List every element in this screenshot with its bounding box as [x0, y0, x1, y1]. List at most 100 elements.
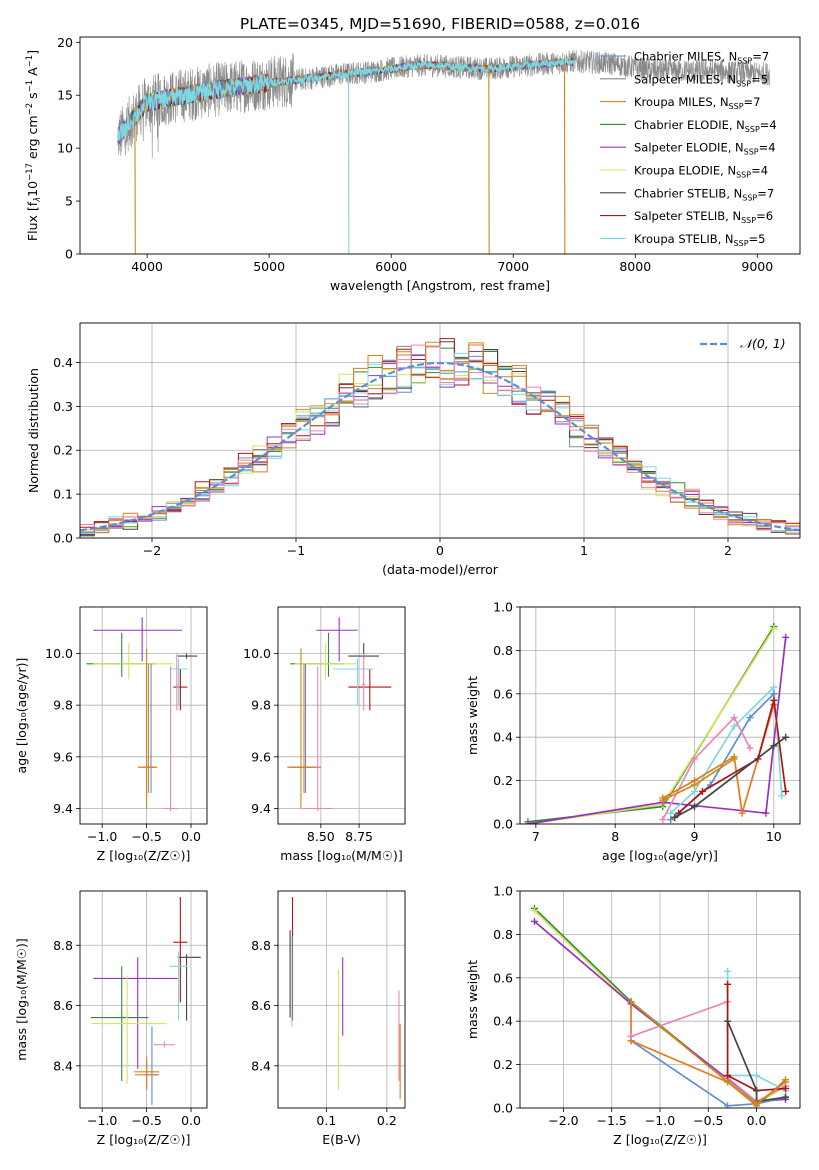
mass_vs_Z-axes: −1.0 −0.5 0.0 8.4 8.6 8.8 Z [log₁₀(Z/Z☉)] mass … — [14, 891, 207, 1147]
age_vs_mass-plot-area — [287, 617, 392, 812]
y-tick-label: 8.6 — [53, 998, 73, 1013]
y-tick-label: 0.4 — [493, 730, 513, 745]
y-tick-label: 9.8 — [251, 698, 271, 713]
weight_vs_age-frame — [519, 606, 801, 825]
weight_vs_Z-axes: −2.0 −1.5 −1.0 −0.5 0.0 0.0 0.2 0.4 0.6 0.8 1.0 Z [… — [465, 884, 800, 1147]
age_vs_Z-frame — [79, 606, 208, 825]
legend-entry-n: =5 — [751, 72, 768, 86]
x-tick-label: 2 — [724, 543, 732, 558]
spectrum-plot-area — [117, 49, 770, 254]
x-tick-label: 5000 — [253, 259, 285, 274]
weight_vs_Z-frame — [519, 890, 801, 1109]
x-tick-label: 0.0 — [747, 1113, 767, 1128]
y-tick-label: 0 — [65, 247, 73, 262]
y-axis-label-part: −17 — [25, 163, 35, 181]
histogram-extra-pink — [80, 344, 800, 531]
y-axis-label-part: λ — [33, 197, 43, 203]
x-axis-label: mass [log₁₀(M/M☉)] — [280, 848, 402, 863]
y-tick-label: 0.1 — [53, 487, 73, 502]
x-tick-label: 9 — [691, 829, 699, 844]
gaussian-curve — [80, 361, 800, 532]
spectrum-frame — [79, 36, 801, 255]
weight_vs_Z-plot-area — [530, 904, 790, 1108]
y-tick-label: 0.6 — [493, 686, 513, 701]
legend-entry: Salpeter MILES, NSSP=5 — [634, 72, 768, 88]
age_vs_Z-plot-area — [86, 617, 198, 812]
legend-entry-name: Chabrier STELIB, N — [634, 186, 742, 200]
y-tick-label: 9.8 — [53, 698, 73, 713]
legend-entry-sub: SSP — [736, 171, 751, 180]
x-tick-label: 4000 — [131, 259, 163, 274]
spectrum-line-kroupa-stelib — [117, 57, 575, 141]
y-tick-label: 0.2 — [493, 773, 513, 788]
legend-entry-sub: SSP — [744, 148, 759, 157]
y-tick-label: 0.0 — [493, 817, 513, 832]
x-axis-label: Z [log₁₀(Z/Z☉)] — [97, 848, 191, 863]
y-axis-label-part: s — [25, 92, 40, 103]
legend-entry: Chabrier MILES, NSSP=7 — [634, 50, 769, 66]
legend-entry-name: Kroupa ELODIE, N — [634, 164, 736, 178]
mass_vs_EBV-frame — [277, 890, 406, 1109]
x-axis-label: (data-model)/error — [382, 562, 499, 577]
legend-entry: Chabrier ELODIE, NSSP=4 — [634, 118, 777, 134]
y-tick-label: 0.3 — [53, 399, 73, 414]
x-tick-label: −2.0 — [548, 1113, 578, 1128]
y-axis-label-part: ] — [25, 50, 40, 55]
residuals-axes: −2 −1 0 1 2 0.0 0.1 0.2 0.3 0.4 (data-model)/error… — [26, 323, 800, 577]
y-tick-label: 5 — [65, 194, 73, 209]
y-tick-label: 0.2 — [493, 1057, 513, 1072]
x-tick-label: −1.0 — [87, 1113, 117, 1128]
y-axis-label: mass [log₁₀(M/M☉)] — [14, 938, 29, 1060]
spectrum-axes: 4000 5000 6000 7000 8000 9000 0 5 10 15 20 waveleng… — [57, 35, 773, 293]
y-tick-label: 8.4 — [251, 1058, 271, 1073]
x-tick-label: 0 — [436, 543, 444, 558]
x-tick-label: 1 — [580, 543, 588, 558]
weight_vs_age-plot-area — [524, 623, 790, 824]
age_vs_mass-frame — [277, 606, 406, 825]
y-tick-label: 0.8 — [493, 927, 513, 942]
legend-entry-sub: SSP — [729, 102, 744, 111]
y-axis-label: age [log₁₀(age/yr)] — [14, 658, 29, 774]
y-axis-label: mass weight — [465, 676, 480, 755]
y-tick-label: 0.4 — [53, 355, 73, 370]
y-axis-label: mass weight — [465, 960, 480, 1039]
x-axis-label: wavelength [Angstrom, rest frame] — [330, 278, 550, 293]
x-tick-label: 7000 — [497, 259, 529, 274]
legend-entry-n: =4 — [751, 164, 768, 178]
legend-entry-name: Chabrier ELODIE, N — [634, 118, 745, 132]
legend-entry-n: =7 — [752, 50, 769, 64]
mass_vs_EBV-axes: 0.1 0.2 8.4 8.6 8.8 E(B-V) — [251, 891, 405, 1147]
y-tick-label: 0.0 — [493, 1101, 513, 1116]
x-axis-label: age [log₁₀(age/yr)] — [602, 848, 718, 863]
x-tick-label: −1.0 — [87, 829, 117, 844]
x-tick-label: −1.0 — [645, 1113, 675, 1128]
y-tick-label: 9.4 — [251, 801, 271, 816]
y-tick-label: 20 — [57, 35, 73, 50]
x-tick-label: 8 — [611, 829, 619, 844]
weight-line — [674, 736, 787, 819]
legend-entry-sub: SSP — [741, 216, 756, 225]
y-axis-label-part: Flux [f — [25, 201, 40, 241]
y-tick-label: 0.8 — [493, 643, 513, 658]
weight-line — [630, 1039, 786, 1107]
gaussian-legend-label: 𝒩(0, 1) — [740, 336, 786, 351]
x-tick-label: 10 — [766, 829, 782, 844]
x-tick-label: 8000 — [619, 259, 651, 274]
legend-entry-name: Salpeter MILES, N — [634, 72, 736, 86]
legend-entry-sub: SSP — [745, 125, 760, 134]
y-axis-label-part: A — [25, 67, 40, 80]
residuals-frame — [79, 322, 801, 539]
x-tick-label: −2 — [143, 543, 161, 558]
y-axis-label-part: 10 — [25, 181, 40, 197]
x-tick-label: 0.1 — [316, 1113, 336, 1128]
legend-entry-name: Salpeter STELIB, N — [634, 209, 741, 223]
x-tick-label: 8.75 — [345, 829, 373, 844]
legend-entry: Kroupa ELODIE, NSSP=4 — [634, 164, 768, 180]
x-axis-label: E(B-V) — [322, 1132, 361, 1147]
y-tick-label: 10.0 — [45, 646, 73, 661]
legend-entry-n: =6 — [756, 209, 773, 223]
y-axis-label-part: −1 — [25, 55, 35, 68]
y-tick-label: 0.4 — [493, 1014, 513, 1029]
